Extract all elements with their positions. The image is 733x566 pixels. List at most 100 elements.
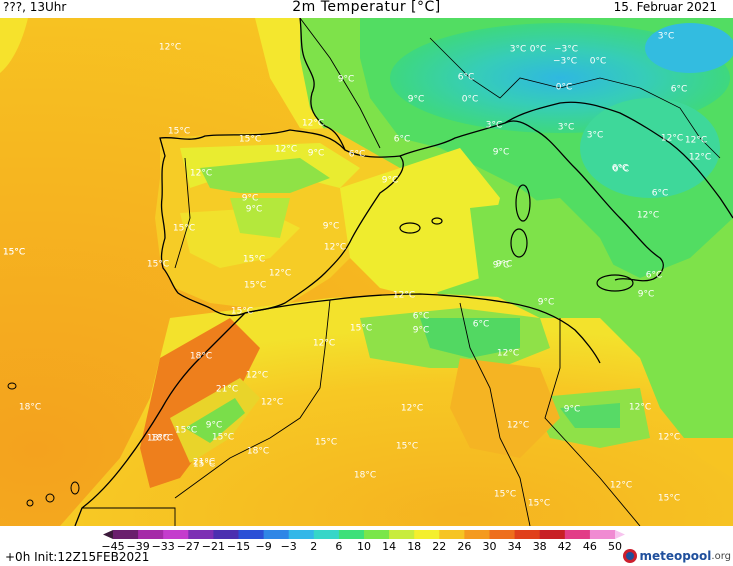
colorbar-tick-label: 46 bbox=[582, 540, 597, 553]
colorbar-tick-label: −45 bbox=[101, 540, 125, 553]
temperature-label: 6°C bbox=[393, 134, 411, 145]
colorbar-segment bbox=[138, 530, 164, 539]
brand-logo-block[interactable]: meteopool .org bbox=[623, 548, 731, 564]
colorbar-segment bbox=[163, 530, 189, 539]
temperature-label: 15°C bbox=[192, 459, 216, 470]
temperature-label: 3°C bbox=[557, 122, 575, 133]
temperature-label: 12°C bbox=[636, 210, 660, 221]
temperature-label: 12°C bbox=[506, 420, 530, 431]
colorbar-segment bbox=[589, 530, 616, 539]
temperature-label: 12°C bbox=[301, 118, 325, 129]
temperature-label: 9°C bbox=[563, 404, 581, 415]
temperature-label: 6°C bbox=[457, 72, 475, 83]
colorbar-segment bbox=[113, 530, 139, 539]
init-time: +0h Init:12Z15FEB2021 bbox=[5, 550, 150, 564]
temperature-label: 18°C bbox=[189, 351, 213, 362]
colorbar-segment bbox=[364, 530, 390, 539]
colorbar-upper-arrow bbox=[615, 530, 625, 539]
temperature-label: 12°C bbox=[268, 268, 292, 279]
colorbar-tick-label: 38 bbox=[532, 540, 547, 553]
temperature-label: 9°C bbox=[322, 221, 340, 232]
temperature-label: 12°C bbox=[628, 402, 652, 413]
temperature-label: 0°C bbox=[461, 94, 479, 105]
temperature-label: 15°C bbox=[211, 432, 235, 443]
temperature-map: 12°C 9°C 9°C 12°C 6°C 0°C 3°C 3°C 0°C −3°C −3°C 0°C… bbox=[0, 18, 733, 526]
colorbar-segment bbox=[539, 530, 566, 539]
temperature-label: 15°C bbox=[238, 134, 262, 145]
temperature-label: 6°C bbox=[645, 270, 663, 281]
temperature-label: 15°C bbox=[657, 493, 681, 504]
colorbar-tick-label: −9 bbox=[255, 540, 272, 553]
temperature-label: 12°C bbox=[323, 242, 347, 253]
map-footer: −45 −39 −33 −27 −21 −15 −9 −3 2 6 10 14 18 22 26 30 34 38… bbox=[0, 526, 733, 566]
colorbar-segment bbox=[489, 530, 516, 539]
colorbar-tick-label: 6 bbox=[335, 540, 343, 553]
temperature-label: 15°C bbox=[242, 254, 266, 265]
temperature-label: 9°C bbox=[241, 193, 259, 204]
temperature-label: 0°C bbox=[612, 164, 630, 175]
temperature-label: 15°C bbox=[395, 441, 419, 452]
temperature-label: 9°C bbox=[495, 259, 513, 270]
temperature-label: 12°C bbox=[688, 152, 712, 163]
forecast-date: 15. Februar 2021 bbox=[613, 0, 717, 14]
colorbar-tick-label: −3 bbox=[280, 540, 297, 553]
colorbar-tick-label: 18 bbox=[407, 540, 422, 553]
colorbar-segment bbox=[313, 530, 340, 539]
temperature-label: 0°C bbox=[555, 82, 573, 93]
temperature-label: 18°C bbox=[18, 402, 42, 413]
colorbar-tick-label: 50 bbox=[608, 540, 622, 553]
temperature-label: 12°C bbox=[392, 290, 416, 301]
colorbar-tick-label: −15 bbox=[226, 540, 251, 553]
brand-tld: .org bbox=[711, 550, 731, 562]
colorbar-segment bbox=[263, 530, 290, 539]
temperature-label: 12°C bbox=[660, 133, 684, 144]
temperature-label: 0°C bbox=[529, 44, 547, 55]
temperature-field bbox=[0, 18, 733, 526]
temperature-label: 15°C bbox=[349, 323, 373, 334]
temperature-label: 12°C bbox=[496, 348, 520, 359]
temperature-label: 12°C bbox=[312, 338, 336, 349]
temperature-label: 12°C bbox=[260, 397, 284, 408]
map-title: 2m Temperatur [°C] bbox=[292, 0, 441, 15]
colorbar-tick-label: −39 bbox=[126, 540, 150, 553]
colorbar-tick-label: 30 bbox=[482, 540, 497, 553]
colorbar-segment bbox=[514, 530, 541, 539]
colorbar-tick-label: −33 bbox=[151, 540, 175, 553]
temperature-label: 3°C bbox=[485, 120, 503, 131]
temperature-label: 9°C bbox=[407, 94, 425, 105]
colorbar-segment bbox=[389, 530, 415, 539]
colorbar-tick-label: 2 bbox=[310, 540, 318, 553]
temperature-label: 12°C bbox=[245, 370, 269, 381]
meteopool-logo-icon bbox=[623, 549, 638, 563]
colorbar-segment bbox=[288, 530, 315, 539]
temperature-label: 9°C bbox=[637, 289, 655, 300]
temperature-label: 12°C bbox=[400, 403, 424, 414]
colorbar-lower-arrow bbox=[103, 530, 113, 539]
temperature-label: 3°C bbox=[657, 31, 675, 42]
temperature-label: −3°C bbox=[552, 56, 578, 67]
temperature-label: 15°C bbox=[172, 223, 196, 234]
colorbar-tick-label: 22 bbox=[432, 540, 447, 553]
temperature-label: 15°C bbox=[493, 489, 517, 500]
temperature-label: 12°C bbox=[189, 168, 213, 179]
temperature-label: 18°C bbox=[353, 470, 377, 481]
temperature-label: 15°C bbox=[527, 498, 551, 509]
temperature-label: 18°C bbox=[146, 433, 170, 444]
colorbar-ticks: −45 −39 −33 −27 −21 −15 −9 −3 2 6 10 14 18 22 26 30 34 38… bbox=[101, 540, 625, 553]
forecast-time-label: ???, 13Uhr bbox=[3, 0, 67, 14]
colorbar-tick-label: 34 bbox=[507, 540, 522, 553]
temperature-label: 15°C bbox=[174, 425, 198, 436]
colorbar-tick-label: 42 bbox=[557, 540, 572, 553]
temperature-label: 9°C bbox=[337, 74, 355, 85]
temperature-label: 6°C bbox=[348, 149, 366, 160]
temperature-label: 12°C bbox=[609, 480, 633, 491]
temperature-label: 12°C bbox=[684, 135, 708, 146]
temperature-label: 9°C bbox=[381, 175, 399, 186]
colorbar-tick-label: 10 bbox=[357, 540, 371, 553]
temperature-label: 15°C bbox=[2, 247, 26, 258]
colorbar-segment bbox=[439, 530, 465, 539]
temperature-label: 21°C bbox=[215, 384, 239, 395]
temperature-label: 15°C bbox=[230, 306, 254, 317]
temperature-colorbar bbox=[103, 530, 625, 539]
temperature-label: 3°C bbox=[509, 44, 527, 55]
